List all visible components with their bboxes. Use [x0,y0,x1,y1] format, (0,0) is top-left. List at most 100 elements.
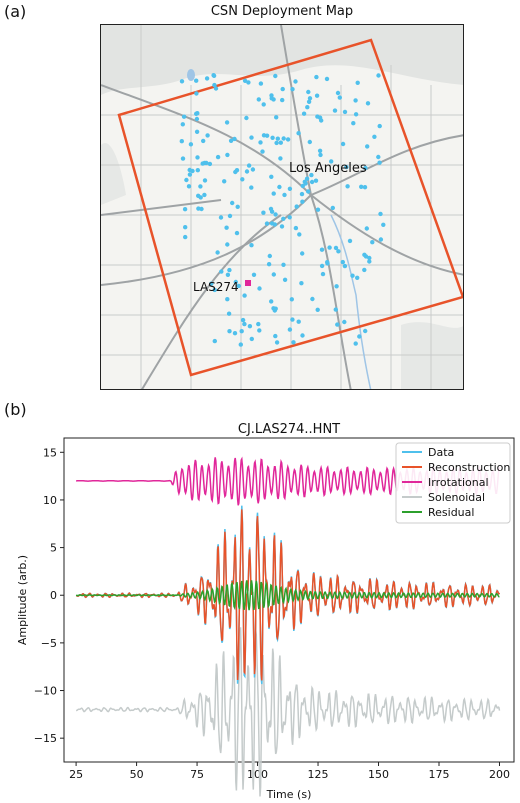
station-dot [238,342,243,347]
station-dot [282,277,288,282]
station-dot [261,210,266,215]
station-dot [299,191,305,197]
station-dot [257,328,262,333]
station-dot [188,142,194,147]
station-dot [196,206,201,211]
station-dot [186,184,192,189]
station-dot [330,205,335,211]
station-dot [333,307,338,312]
station-dot [180,122,185,127]
station-dot [296,131,301,136]
station-dot [234,230,240,236]
station-dot [257,286,262,291]
station-dot [269,174,274,179]
station-dot [273,73,278,79]
station-dot [287,215,292,220]
station-dot [377,160,382,165]
station-dot [317,148,323,153]
station-dot [340,141,346,147]
station-dot [365,144,370,149]
station-dot [278,156,283,161]
station-dot [244,169,250,174]
station-dot [205,133,210,138]
station-dot [200,161,205,166]
station-dot [275,136,280,141]
station-dot [274,140,279,146]
station-dot [207,161,213,167]
x-tick-label: 25 [69,768,83,781]
legend-label: Reconstruction [428,461,510,474]
station-dot [224,120,230,125]
station-dot [242,293,247,298]
deployment-map: Los Angeles LAS274 [100,24,464,390]
station-dot [270,135,275,140]
station-dot [184,177,189,183]
station-dot [306,99,312,105]
station-dot [296,319,301,324]
station-dot [377,123,382,129]
station-dot [281,216,286,221]
station-dot [235,204,240,209]
station-dot [327,245,332,250]
station-dot [227,267,232,273]
station-dot [226,311,232,316]
station-dot [301,111,307,116]
station-dot [293,225,299,231]
station-dot [269,221,275,226]
deployment-boundary [117,38,463,377]
station-dot [324,76,330,82]
station-dot [333,245,339,251]
station-dot [335,90,341,96]
reservoir [187,69,195,81]
station-dot [355,275,360,280]
station-dot [230,200,235,206]
station-dot [357,334,362,339]
station-dot [227,329,232,334]
station-dot [196,193,201,198]
station-dot [194,111,199,117]
station-dot [212,287,217,293]
station-dot [365,101,371,106]
station-dot [236,283,241,289]
station-dot [355,80,360,85]
axis-ticks: 25 50 75 100 125 150 175 200 −15 −10 −5 0 5 10 15 [34,446,510,781]
station-dot [315,114,320,119]
station-dot [258,140,263,145]
station-dot [250,167,256,172]
station-dot [274,340,280,345]
station-dot [378,237,384,242]
station-dot [268,206,274,212]
station-dot [305,105,310,110]
station-dot [225,272,231,277]
station-dot [319,263,325,269]
station-dot [342,109,348,115]
station-dot [194,116,200,122]
station-dot [213,86,219,91]
station-dot [273,333,278,339]
station-dot [234,168,240,173]
station-dot [309,172,314,178]
station-dot [381,222,386,227]
station-dot [232,136,237,142]
station-dot [267,253,272,259]
station-dot [277,184,282,190]
map-canvas: Los Angeles LAS274 [101,25,463,389]
station-dot [187,167,192,173]
waveform-chart: 25 50 75 100 125 150 175 200 −15 −10 −5 0 5 10 15 Data… [16,437,515,801]
station-dot [300,333,305,338]
station-dot [256,97,261,102]
station-dot [273,306,278,311]
station-dot [187,172,193,177]
station-dot [281,136,286,141]
y-tick-label: 10 [43,494,57,507]
station-dot [225,297,230,302]
station-dot [362,252,367,257]
station-dot [313,178,319,183]
station-dot [260,149,265,154]
station-dot [342,263,348,269]
y-tick-label: 0 [50,589,57,602]
station-dot [300,199,305,204]
station-dot [359,184,364,189]
station-dot [345,184,350,189]
station-dot [179,79,185,84]
